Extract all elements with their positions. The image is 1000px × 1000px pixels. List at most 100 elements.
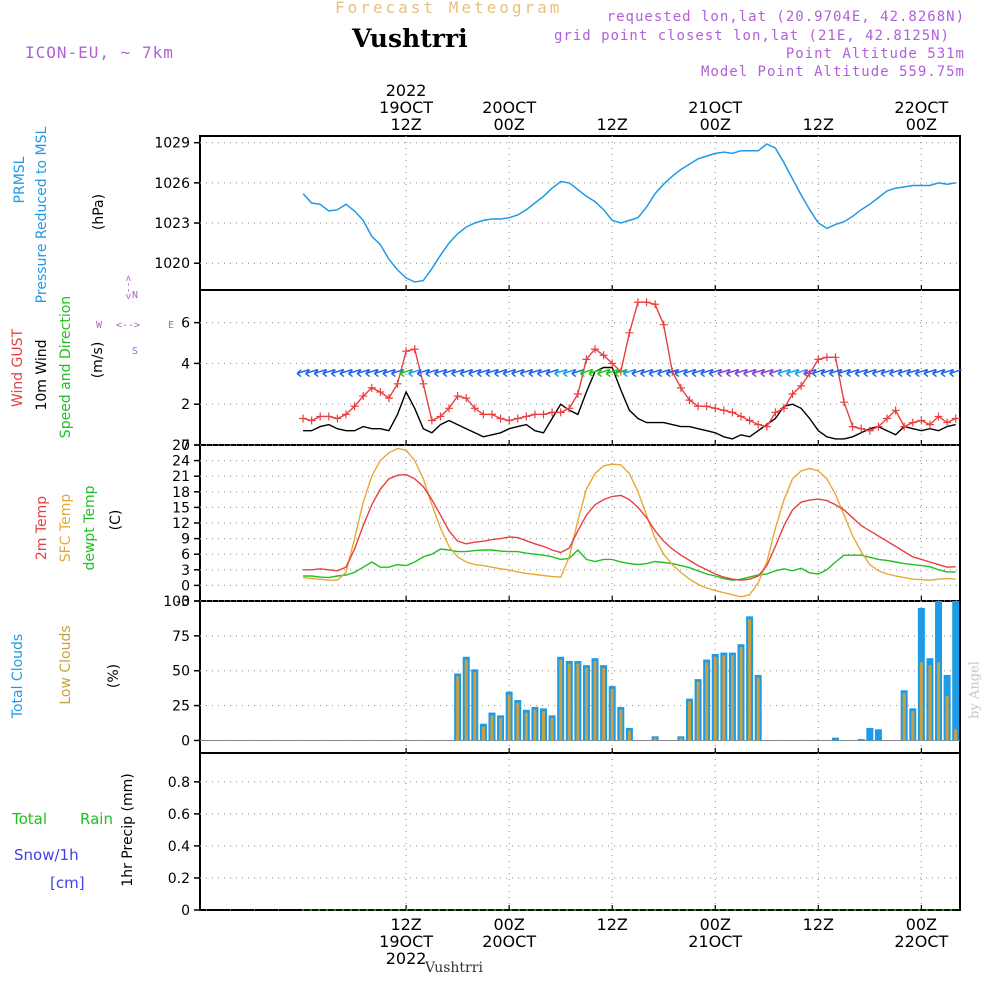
t2m-line — [303, 473, 956, 581]
wind-arrow — [691, 368, 705, 378]
gust-marker — [324, 412, 333, 421]
gust-marker — [376, 387, 385, 396]
wind-arrow-shape — [305, 368, 318, 378]
wind-arrow — [906, 368, 919, 378]
gust-line — [302, 301, 957, 432]
footer-location: Vushtrri — [425, 960, 483, 976]
top-time-label: 12Z — [597, 115, 628, 134]
gust-marker — [573, 390, 582, 399]
ytick-label-temperature: 27 — [172, 438, 190, 454]
top-time-label: 12Z — [803, 115, 834, 134]
wind-arrow — [811, 368, 825, 378]
compass-n: N — [132, 290, 139, 301]
wind-arrow-shape — [777, 368, 791, 378]
wind-arrow — [339, 368, 353, 378]
ytick-label-pressure: 1023 — [154, 216, 190, 232]
precip-snow-unit: [cm] — [50, 874, 85, 892]
gust-marker — [539, 410, 548, 419]
wind-arrow — [923, 368, 937, 378]
wind-arrow — [356, 368, 370, 378]
top-time-label: 20OCT — [482, 98, 536, 117]
wind-arrow-shape — [648, 368, 662, 378]
ytick-label-pressure: 1020 — [154, 256, 190, 272]
bottom-time-label: 12Z — [597, 915, 628, 934]
ytick-label-pressure: 1029 — [154, 136, 190, 152]
wind-arrow-shape — [425, 368, 439, 378]
panel-frame-wind — [199, 289, 961, 446]
gust-marker — [513, 414, 522, 423]
wind-arrow — [914, 368, 928, 378]
wind-arrow-shape — [657, 368, 670, 378]
wind-arrow-shape — [691, 368, 705, 378]
wind-arrow — [391, 368, 404, 378]
ytick-label-clouds: 75 — [172, 629, 190, 645]
gust-marker — [350, 402, 359, 411]
wind-arrow — [940, 368, 954, 378]
gust-marker — [402, 347, 411, 356]
gust-marker — [333, 414, 342, 423]
wind-arrow — [562, 368, 576, 378]
wind-arrow-shape — [373, 368, 387, 378]
gust-marker — [659, 320, 668, 329]
ytick-label-temperature: 18 — [172, 485, 190, 501]
low-cloud-bar — [550, 718, 554, 741]
wind-arrow — [949, 368, 962, 378]
wind-arrow-shape — [889, 368, 902, 378]
low-cloud-bar — [464, 659, 468, 741]
panel-frame-precip — [199, 752, 961, 911]
top-time-label: 00Z — [493, 115, 524, 134]
wind-arrow-shape — [682, 368, 696, 378]
wind-arrow-shape — [296, 368, 310, 378]
gust-marker — [453, 392, 462, 401]
low-cloud-bar — [627, 730, 631, 741]
gust-marker — [496, 414, 505, 423]
wind-arrow — [897, 368, 911, 378]
wind-arrow-shape — [786, 368, 799, 378]
precip-rain-label: Rain — [80, 810, 113, 828]
wind-arrow-shape — [940, 368, 954, 378]
wind-arrow-shape — [511, 368, 524, 378]
wind-arrow — [734, 368, 748, 378]
wind-arrow — [828, 368, 842, 378]
total-cloud-bar — [952, 601, 960, 741]
wind-arrow — [605, 368, 619, 378]
wind-arrow-shape — [622, 368, 636, 378]
gust-marker — [479, 410, 488, 419]
low-cloud-bar — [739, 647, 743, 741]
gust-marker — [694, 402, 703, 411]
gust-marker — [925, 420, 934, 429]
gust-marker — [814, 355, 823, 364]
gust-marker — [556, 408, 565, 417]
wind-arrow — [614, 368, 628, 378]
gust-marker — [934, 412, 943, 421]
ytick-label-clouds: 0 — [181, 733, 190, 749]
wind-arrow-shape — [906, 368, 919, 378]
wind-arrow — [777, 368, 791, 378]
low-cloud-bar — [619, 709, 623, 741]
wind-arrow — [442, 368, 456, 378]
top-time-label: 19OCT — [379, 98, 433, 117]
wind-arrow — [588, 368, 602, 378]
wind-arrow-shape — [537, 368, 550, 378]
gust-marker — [822, 353, 831, 362]
gust-marker — [728, 408, 737, 417]
sfc-temp-line — [303, 447, 956, 598]
wind-arrow-shape — [760, 368, 774, 378]
wind-arrow — [554, 368, 567, 378]
top-time-label: 00Z — [906, 115, 937, 134]
ytick-label-wind: 0 — [181, 438, 190, 454]
low-cloud-bar — [473, 672, 477, 741]
low-cloud-bar — [533, 709, 537, 741]
compass-rose: N S W E <--> <--> — [92, 275, 182, 362]
wind-arrow-shape — [717, 368, 731, 378]
gust-marker — [883, 414, 892, 423]
ytick-label-precip: 0.2 — [168, 871, 190, 887]
wind-arrow-shape — [339, 368, 353, 378]
low-cloud-bar — [507, 694, 511, 741]
wind-arrow-shape — [348, 368, 361, 378]
wind-arrow-shape — [416, 368, 430, 378]
low-cloud-bar — [567, 663, 571, 741]
ytick-label-pressure: 1026 — [154, 176, 190, 192]
gust-marker — [299, 414, 308, 423]
low-cloud-bar — [490, 715, 494, 741]
